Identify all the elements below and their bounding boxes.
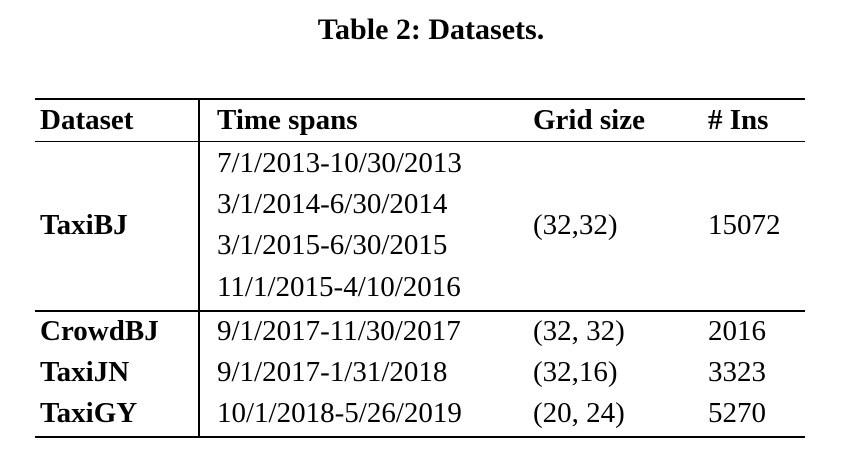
table-row-taxibj-ins: 15072: [708, 209, 781, 241]
group-rule: [35, 310, 805, 312]
table-row-crowdbj-grid: (32, 32): [533, 315, 625, 347]
header-rule: [35, 141, 805, 142]
table-row-taxigy-grid: (20, 24): [533, 397, 625, 429]
table-row-taxibj-dataset: TaxiBJ: [40, 209, 128, 241]
header-grid-size: Grid size: [533, 104, 645, 136]
header-dataset: Dataset: [40, 104, 134, 136]
table-row-taxijn-ins: 3323: [708, 356, 766, 388]
table-row-crowdbj-dataset: CrowdBJ: [40, 315, 159, 347]
table-row-taxijn-grid: (32,16): [533, 356, 618, 388]
bottom-rule: [35, 436, 805, 438]
table-row-taxibj-span-1: 7/1/2013-10/30/2013: [217, 147, 462, 179]
table-row-taxigy-span: 10/1/2018-5/26/2019: [217, 397, 462, 429]
table-row-taxigy-dataset: TaxiGY: [40, 397, 138, 429]
column-divider: [198, 98, 200, 438]
header-time-spans: Time spans: [217, 104, 358, 136]
header-ins: # Ins: [708, 104, 769, 136]
table-row-taxibj-span-4: 11/1/2015-4/10/2016: [217, 271, 461, 303]
table-row-crowdbj-ins: 2016: [708, 315, 766, 347]
table-row-taxibj-span-2: 3/1/2014-6/30/2014: [217, 188, 448, 220]
table-caption: Table 2: Datasets.: [317, 13, 545, 46]
table-row-taxigy-ins: 5270: [708, 397, 766, 429]
table-row-crowdbj-span: 9/1/2017-11/30/2017: [217, 315, 461, 347]
table-row-taxijn-dataset: TaxiJN: [40, 356, 130, 388]
table-row-taxibj-span-3: 3/1/2015-6/30/2015: [217, 229, 448, 261]
top-rule: [35, 98, 805, 100]
table-row-taxijn-span: 9/1/2017-1/31/2018: [217, 356, 448, 388]
table-row-taxibj-grid: (32,32): [533, 209, 618, 241]
